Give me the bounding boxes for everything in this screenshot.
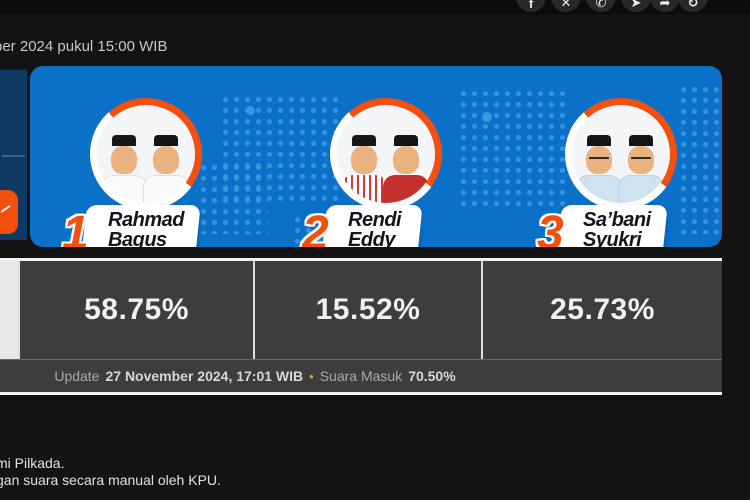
face (628, 146, 654, 174)
candidate-name-line1: Rendi (348, 209, 402, 231)
candidate-name-line1: Rahmad (108, 209, 184, 231)
map-dot (482, 112, 492, 122)
facebook-icon[interactable]: f (516, 0, 546, 12)
facebook-glyph: f (528, 0, 534, 11)
candidate-figure (143, 135, 189, 203)
row-header-strip (0, 261, 18, 359)
peci-cap (112, 135, 136, 146)
progress-ring (330, 98, 442, 210)
candidate-name-line2: Syukri (583, 229, 642, 247)
candidate-photo (337, 105, 435, 203)
publish-date: ber 2024 pukul 15:00 WIB (0, 38, 168, 55)
suara-masuk-value: 70.50% (408, 368, 456, 384)
copy-link-icon[interactable]: ↻ (678, 0, 708, 12)
candidate-name-label: Rahmad Bagus (81, 205, 201, 247)
face (586, 146, 612, 174)
results-table: 58.75% 15.52% 25.73% (0, 261, 722, 359)
peci-cap (394, 135, 418, 146)
x-glyph: ✕ (560, 0, 572, 10)
cell-divider (253, 261, 255, 359)
candidate-number: 2 (302, 207, 329, 248)
candidate-card-1[interactable]: Rahmad Bagus 1 (62, 92, 226, 247)
face (351, 146, 377, 174)
progress-ring (565, 98, 677, 210)
glasses-icon (631, 157, 651, 162)
peci-cap (629, 135, 653, 146)
cell-divider (481, 261, 483, 359)
candidate-figure (383, 135, 429, 203)
map-dots (678, 84, 722, 234)
shirt (383, 175, 429, 203)
suara-masuk-label: Suara Masuk (319, 368, 403, 384)
whatsapp-glyph: ✆ (595, 0, 607, 10)
candidate-name-line2: Bagus (108, 229, 167, 247)
peci-cap (587, 135, 611, 146)
map-dots (458, 88, 570, 208)
percent-cell-1: 58.75% (20, 261, 253, 359)
candidate-photo (97, 105, 195, 203)
footer-line1: mi Pilkada. (0, 455, 65, 471)
cell-divider (18, 261, 20, 359)
footer-notes: mi Pilkada. gan suara secara manual oleh… (0, 455, 221, 489)
social-toolbar: f ✕ ✆ ➤ ➦ ↻ (0, 0, 750, 14)
copy-link-glyph: ↻ (687, 0, 699, 10)
shirt (618, 175, 664, 203)
share-icon[interactable]: ➦ (650, 0, 680, 12)
panel-divider (2, 155, 25, 157)
map-dot (246, 106, 255, 115)
face (393, 146, 419, 174)
telegram-glyph: ➤ (630, 0, 642, 10)
shirt (143, 175, 189, 203)
percent-cell-2: 15.52% (255, 261, 481, 359)
quickcount-banner: Rahmad Bagus 1 (30, 66, 722, 247)
candidate-figure (101, 135, 147, 203)
peci-cap (154, 135, 178, 146)
shirt (101, 175, 147, 203)
map-dots (198, 162, 268, 234)
progress-ring (90, 98, 202, 210)
table-top-border (0, 258, 722, 261)
pencil-icon (0, 205, 11, 213)
glasses-icon (589, 157, 609, 162)
bullet-icon: • (309, 368, 314, 384)
candidate-name-line2: Eddy (348, 229, 395, 247)
telegram-icon[interactable]: ➤ (621, 0, 651, 12)
candidate-card-2[interactable]: Rendi Eddy 2 (302, 92, 466, 247)
face (111, 146, 137, 174)
table-bottom-border (0, 392, 722, 395)
peci-cap (352, 135, 376, 146)
candidate-name-label: Sa’bani Syukri (556, 205, 668, 247)
candidate-number: 1 (62, 207, 89, 248)
shirt (576, 175, 622, 203)
update-label: Update (54, 368, 100, 384)
edit-button[interactable] (0, 190, 18, 234)
candidate-photo (572, 105, 670, 203)
x-twitter-icon[interactable]: ✕ (551, 0, 581, 12)
candidate-figure (341, 135, 387, 203)
candidate-name-label: Rendi Eddy (321, 205, 423, 247)
candidate-figure (576, 135, 622, 203)
candidate-card-3[interactable]: Sa’bani Syukri 3 (537, 92, 701, 247)
candidate-number: 3 (537, 207, 564, 248)
whatsapp-icon[interactable]: ✆ (586, 0, 616, 12)
update-bar: Update 27 November 2024, 17:01 WIB • Sua… (0, 359, 722, 392)
face (153, 146, 179, 174)
candidate-name-line1: Sa’bani (583, 209, 651, 231)
percent-cell-3: 25.73% (483, 261, 722, 359)
update-datetime: 27 November 2024, 17:01 WIB (105, 368, 304, 384)
left-cutoff-panel (0, 70, 27, 240)
share-glyph: ➦ (659, 0, 671, 10)
candidate-figure (618, 135, 664, 203)
footer-line2: gan suara secara manual oleh KPU. (0, 472, 221, 488)
shirt (341, 175, 387, 203)
